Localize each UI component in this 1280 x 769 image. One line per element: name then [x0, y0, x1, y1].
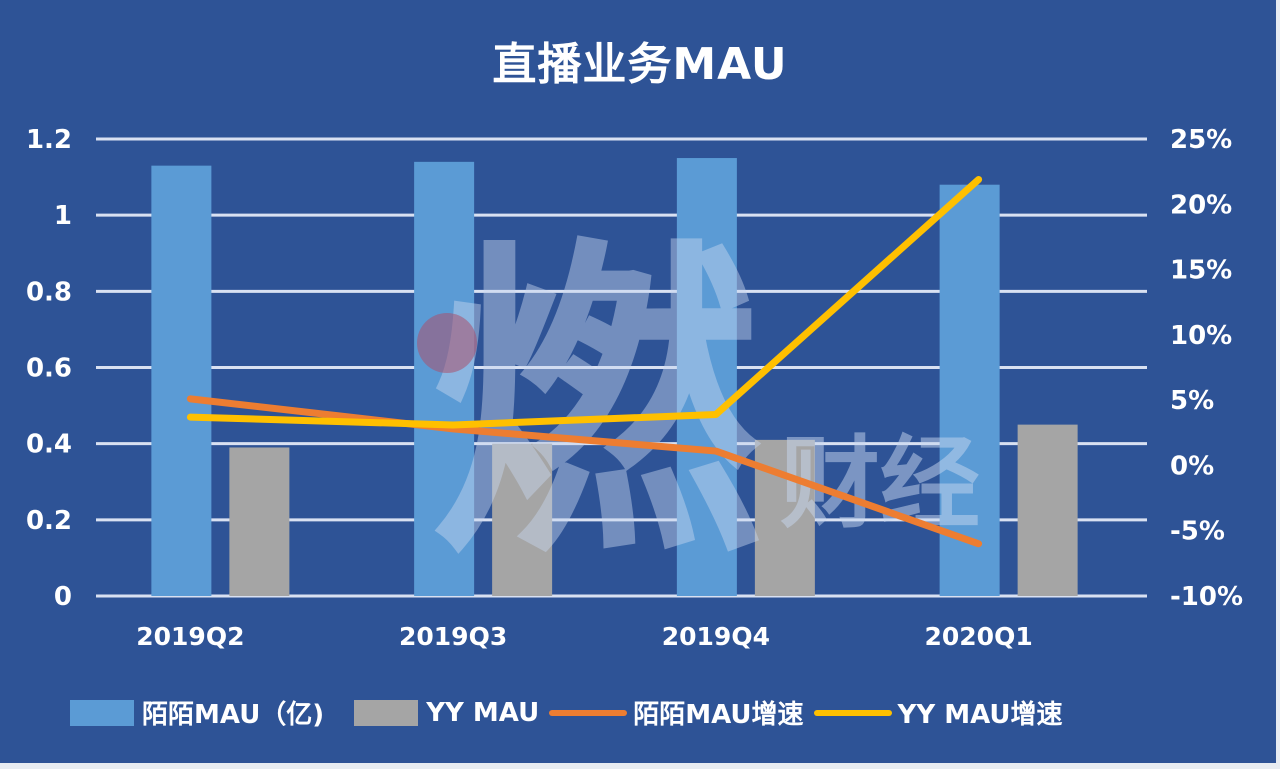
line-yy-growth: [186, 175, 983, 429]
left-axis-tick: 0.4: [26, 430, 72, 460]
legend-item-yy-growth: YY MAU增速: [813, 694, 1063, 731]
right-axis-tick: 10%: [1170, 321, 1232, 351]
right-axis-tick: 15%: [1170, 256, 1232, 286]
legend-label: 陌陌MAU（亿): [142, 700, 325, 730]
x-axis-category: 2020Q1: [925, 622, 1033, 651]
chart-legend: 陌陌MAU（亿) YY MAU 陌陌MAU增速 YY MAU增速: [70, 694, 1073, 731]
legend-swatch-momo-mau: [70, 699, 134, 726]
legend-swatch-yy-growth: [813, 709, 892, 716]
right-axis-tick: -10%: [1170, 582, 1243, 612]
bar-momo-mau: [676, 158, 737, 596]
bar-yy-mau: [229, 447, 290, 596]
bar-yy-mau: [492, 443, 553, 596]
right-axis-tick: -5%: [1170, 517, 1225, 547]
left-axis-tick: 0.8: [26, 277, 72, 307]
left-axis-tick: 0.2: [26, 506, 72, 536]
bar-momo-mau: [151, 165, 212, 597]
legend-swatch-momo-growth: [549, 709, 628, 716]
left-axis-tick: 1.2: [26, 125, 72, 155]
legend-item-momo-mau: 陌陌MAU（亿): [70, 694, 324, 731]
chart-title: 直播业务MAU: [492, 39, 788, 90]
legend-label: YY MAU: [426, 697, 540, 728]
right-axis-tick: 20%: [1170, 190, 1232, 220]
legend-label: 陌陌MAU增速: [633, 700, 804, 730]
legend-label: YY MAU增速: [897, 700, 1063, 730]
left-axis-tick: 1: [54, 201, 72, 231]
bar-momo-mau: [414, 161, 475, 596]
legend-item-momo-growth: 陌陌MAU增速: [549, 694, 804, 731]
right-axis-tick: 25%: [1170, 125, 1232, 155]
x-axis-category: 2019Q4: [662, 622, 770, 651]
watermark-logo: 燃: [430, 214, 765, 598]
legend-item-yy-mau: YY MAU: [354, 698, 539, 728]
legend-swatch-yy-mau: [354, 699, 419, 726]
bar-momo-mau: [939, 184, 1000, 596]
watermark-dot: [417, 313, 477, 373]
left-axis-tick: 0.6: [26, 354, 72, 384]
bar-yy-mau: [1017, 424, 1078, 596]
x-axis-category: 2019Q2: [136, 622, 244, 651]
line-momo-growth: [186, 395, 983, 548]
left-axis-tick: 0: [54, 582, 72, 612]
right-axis-tick: 0%: [1170, 451, 1214, 481]
right-axis-tick: 5%: [1170, 386, 1214, 416]
x-axis-category: 2019Q3: [399, 622, 507, 651]
